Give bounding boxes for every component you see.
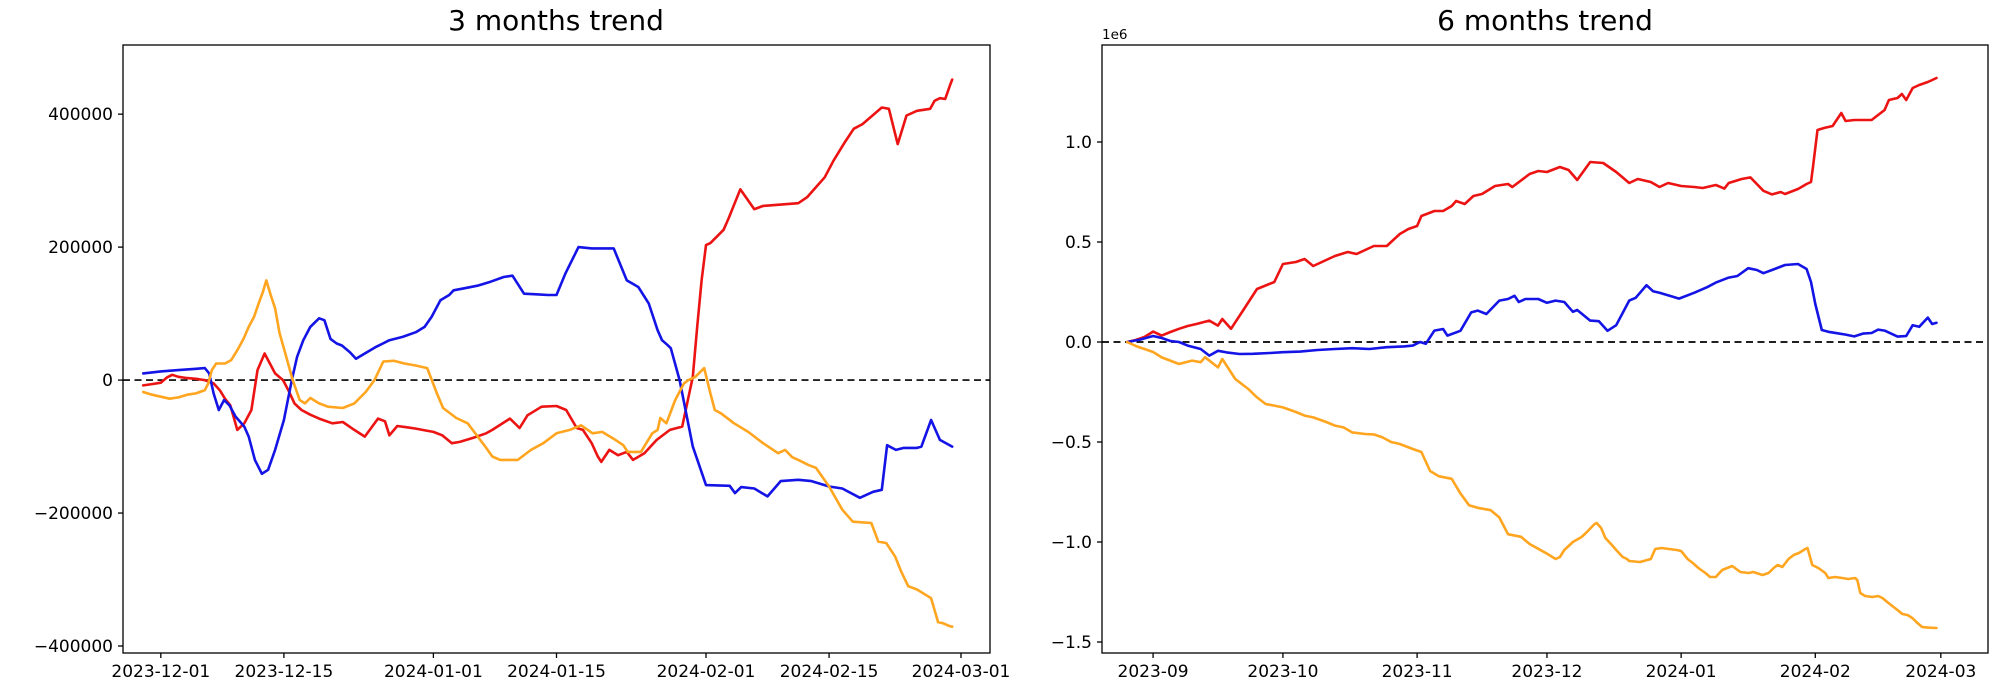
x-tick-label: 2024-03-01 (912, 662, 1011, 682)
y-tick-label: −200000 (34, 504, 113, 524)
y-tick-label: −1.5 (1051, 633, 1092, 653)
chart-6-months-trend: 2023-09 2023-10 2023-11 2023-12 2024-01 2024-… (1051, 44, 1989, 682)
y-tick-label: 200000 (48, 238, 113, 258)
y-tick-label: 0.5 (1065, 233, 1092, 253)
y-tick-label: 0 (102, 371, 113, 391)
x-tick-label: 2024-01 (1646, 662, 1717, 682)
series-blue-line (1125, 262, 1938, 357)
series-red-line (141, 78, 954, 464)
x-tick-label: 2024-01-01 (384, 662, 483, 682)
series-red-line (1125, 76, 1938, 344)
chart-3-months-trend: 2023-12-01 2023-12-15 2024-01-01 2024-01-15… (34, 44, 1011, 682)
x-tick-label: 2024-02-15 (780, 662, 879, 682)
y-tick-label: 1.0 (1065, 133, 1092, 153)
x-tick-label: 2023-12-15 (235, 662, 334, 682)
chart-title-6-months: 6 months trend (1437, 4, 1653, 37)
y-tick-label: −400000 (34, 637, 113, 657)
chart-title-3-months: 3 months trend (448, 4, 664, 37)
x-tick-label: 2024-01-15 (507, 662, 606, 682)
x-tick-label: 2024-02 (1780, 662, 1851, 682)
x-tick-label: 2023-12 (1511, 662, 1582, 682)
x-tick-label: 2024-02-01 (657, 662, 756, 682)
y-tick-label: −0.5 (1051, 433, 1092, 453)
series-blue-line (141, 245, 954, 500)
x-tick-label: 2023-10 (1247, 662, 1318, 682)
x-tick-label: 2023-09 (1118, 662, 1189, 682)
y-axis-offset-label: 1e6 (1102, 27, 1127, 43)
series-orange-line (141, 279, 954, 629)
x-tick-label: 2023-12-01 (111, 662, 210, 682)
y-tick-label: 400000 (48, 105, 113, 125)
y-tick-label: −1.0 (1051, 533, 1092, 553)
plot-frame (122, 44, 991, 654)
plots-group: 2023-12-01 2023-12-15 2024-01-01 2024-01-15… (34, 44, 1989, 682)
x-tick-label: 2024-03 (1905, 662, 1976, 682)
series-orange-line (1125, 340, 1938, 630)
y-tick-label: 0.0 (1065, 333, 1092, 353)
plot-frame (1101, 44, 1989, 654)
x-tick-label: 2023-11 (1382, 662, 1453, 682)
